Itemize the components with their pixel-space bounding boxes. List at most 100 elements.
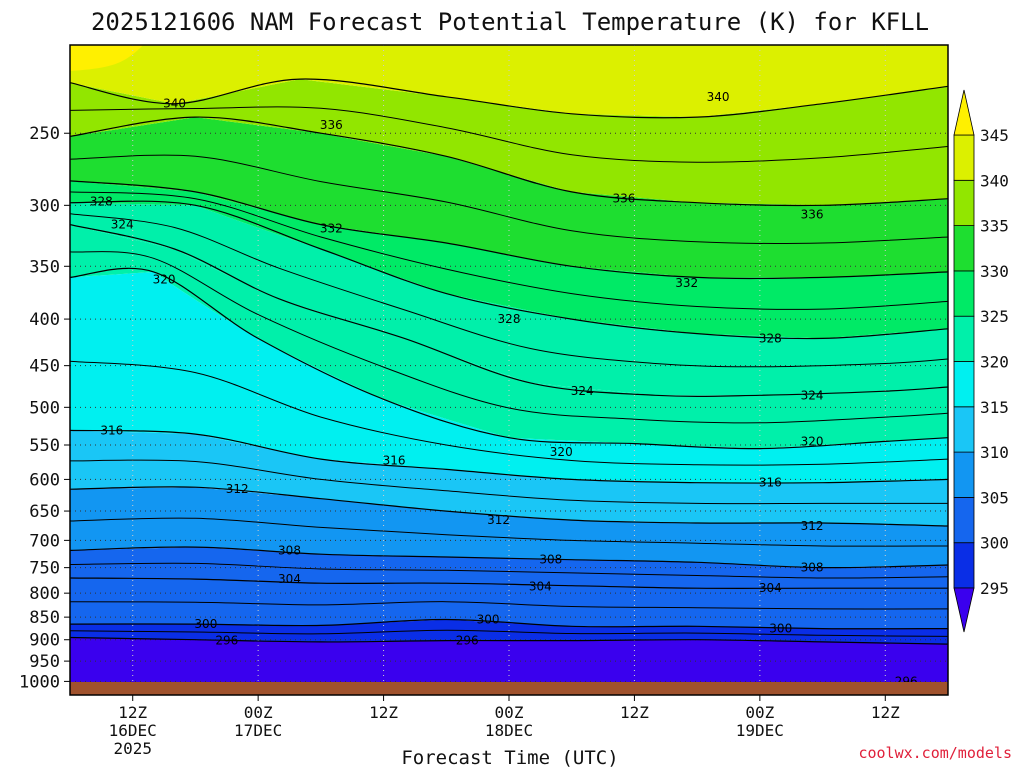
contour-line bbox=[70, 577, 948, 589]
color-band bbox=[70, 224, 948, 449]
contour-label: 296 bbox=[215, 634, 238, 648]
contour-line bbox=[70, 601, 948, 610]
colorbar-label: 335 bbox=[980, 217, 1009, 236]
contour-label: 324 bbox=[801, 388, 824, 402]
contour-label: 316 bbox=[383, 454, 406, 468]
contour-label: 304 bbox=[759, 581, 782, 595]
contour-label: 340 bbox=[707, 90, 730, 104]
colorbar-label: 320 bbox=[980, 353, 1009, 372]
colorbar-box bbox=[953, 406, 975, 453]
y-tick-label: 350 bbox=[29, 257, 60, 277]
x-tick-label: 18DEC bbox=[485, 721, 533, 740]
contour-line bbox=[70, 517, 948, 547]
contour-line bbox=[70, 154, 948, 244]
contour-label: 328 bbox=[759, 331, 782, 345]
colorbar-box bbox=[953, 451, 975, 498]
contour-label: 340 bbox=[163, 97, 186, 111]
colorbar-label: 340 bbox=[980, 171, 1009, 190]
y-tick-label: 500 bbox=[29, 398, 60, 418]
colorbar-box bbox=[953, 496, 975, 544]
y-tick-label: 800 bbox=[29, 584, 60, 604]
y-tick-label: 300 bbox=[29, 196, 60, 216]
pressure-axis: 250 300 350 400 450 500 550 600 650 700 750 800 850 9… bbox=[19, 124, 70, 692]
chart-title: 2025121606 NAM Forecast Potential Temper… bbox=[91, 8, 929, 36]
color-band bbox=[70, 180, 948, 339]
x-tick-label: 16DEC bbox=[109, 721, 157, 740]
y-tick-label: 700 bbox=[29, 531, 60, 551]
contour-lines bbox=[70, 78, 948, 645]
colorbar-label: 295 bbox=[980, 579, 1009, 598]
x-axis-title: Forecast Time (UTC) bbox=[401, 747, 618, 768]
y-tick-label: 950 bbox=[29, 652, 60, 672]
contour-label: 332 bbox=[320, 221, 343, 235]
x-tick-label: 12Z bbox=[620, 703, 649, 722]
colorbar-box bbox=[953, 361, 975, 408]
colorbar-label: 315 bbox=[980, 398, 1009, 417]
grid-lines bbox=[70, 45, 948, 695]
x-tick-label: 00Z bbox=[495, 703, 524, 722]
colorbar-label: 305 bbox=[980, 488, 1009, 507]
color-band bbox=[70, 202, 948, 396]
contour-line bbox=[70, 629, 948, 637]
color-band bbox=[70, 45, 144, 72]
contour-label: 300 bbox=[194, 617, 217, 631]
color-band bbox=[70, 487, 948, 568]
contour-line bbox=[70, 486, 948, 527]
colorbar-label: 345 bbox=[980, 126, 1009, 145]
contour-line bbox=[70, 251, 948, 424]
contour-label: 328 bbox=[90, 194, 113, 208]
surface-strip bbox=[70, 682, 948, 695]
contour-labels: 340 340 336 336 336 332 332 328 328 328 324 324 324 3… bbox=[90, 90, 918, 689]
contour-label: 324 bbox=[571, 384, 594, 398]
contour-line bbox=[70, 224, 948, 397]
colorbar-bottom-arrow bbox=[953, 587, 975, 633]
color-band bbox=[70, 547, 948, 589]
x-tick-label: 12Z bbox=[871, 703, 900, 722]
colorbar-label: 300 bbox=[980, 534, 1009, 553]
contour-label: 316 bbox=[759, 476, 782, 490]
y-tick-label: 850 bbox=[29, 608, 60, 628]
contour-line bbox=[70, 562, 948, 579]
contour-label: 320 bbox=[153, 273, 176, 287]
contour-line bbox=[70, 213, 948, 368]
contour-label: 336 bbox=[613, 192, 636, 206]
colorbar-label: 310 bbox=[980, 443, 1009, 462]
contour-label: 336 bbox=[320, 118, 343, 132]
contour-label: 320 bbox=[550, 445, 573, 459]
contour-label: 304 bbox=[529, 580, 552, 594]
colorbar: 295 300 305 310 315 320 325 330 335 340 345 bbox=[953, 89, 1009, 633]
x-tick-label: 00Z bbox=[244, 703, 273, 722]
plot-area: 340 340 336 336 336 332 332 328 328 328 324 324 324 3… bbox=[70, 45, 948, 695]
contour-label: 300 bbox=[769, 622, 792, 636]
contour-label: 316 bbox=[100, 423, 123, 437]
contour-label: 328 bbox=[498, 312, 521, 326]
colorbar-box bbox=[953, 225, 975, 272]
x-tick-label: 12Z bbox=[369, 703, 398, 722]
contour-line bbox=[70, 267, 948, 450]
contour-label: 304 bbox=[278, 572, 301, 586]
x-tick-label: 2025 bbox=[113, 739, 152, 758]
contour-label: 308 bbox=[801, 561, 824, 575]
colorbar-label: 330 bbox=[980, 262, 1009, 281]
y-tick-label: 650 bbox=[29, 502, 60, 522]
colorbar-top-arrow bbox=[953, 89, 975, 136]
y-tick-label: 400 bbox=[29, 310, 60, 330]
x-tick-label: 12Z bbox=[118, 703, 147, 722]
contour-line bbox=[70, 360, 948, 466]
colorbar-box bbox=[953, 315, 975, 362]
contour-line bbox=[70, 106, 948, 163]
color-band bbox=[70, 637, 948, 695]
contour-label: 308 bbox=[539, 553, 562, 567]
contour-line bbox=[70, 459, 948, 505]
x-tick-label: 19DEC bbox=[736, 721, 784, 740]
contour-label: 296 bbox=[456, 634, 479, 648]
y-tick-label: 550 bbox=[29, 436, 60, 456]
contour-label: 324 bbox=[111, 218, 134, 232]
contour-label: 312 bbox=[226, 482, 249, 496]
contour-line bbox=[70, 116, 948, 207]
color-band bbox=[70, 578, 948, 629]
y-tick-label: 750 bbox=[29, 559, 60, 579]
contour-line bbox=[70, 636, 948, 645]
